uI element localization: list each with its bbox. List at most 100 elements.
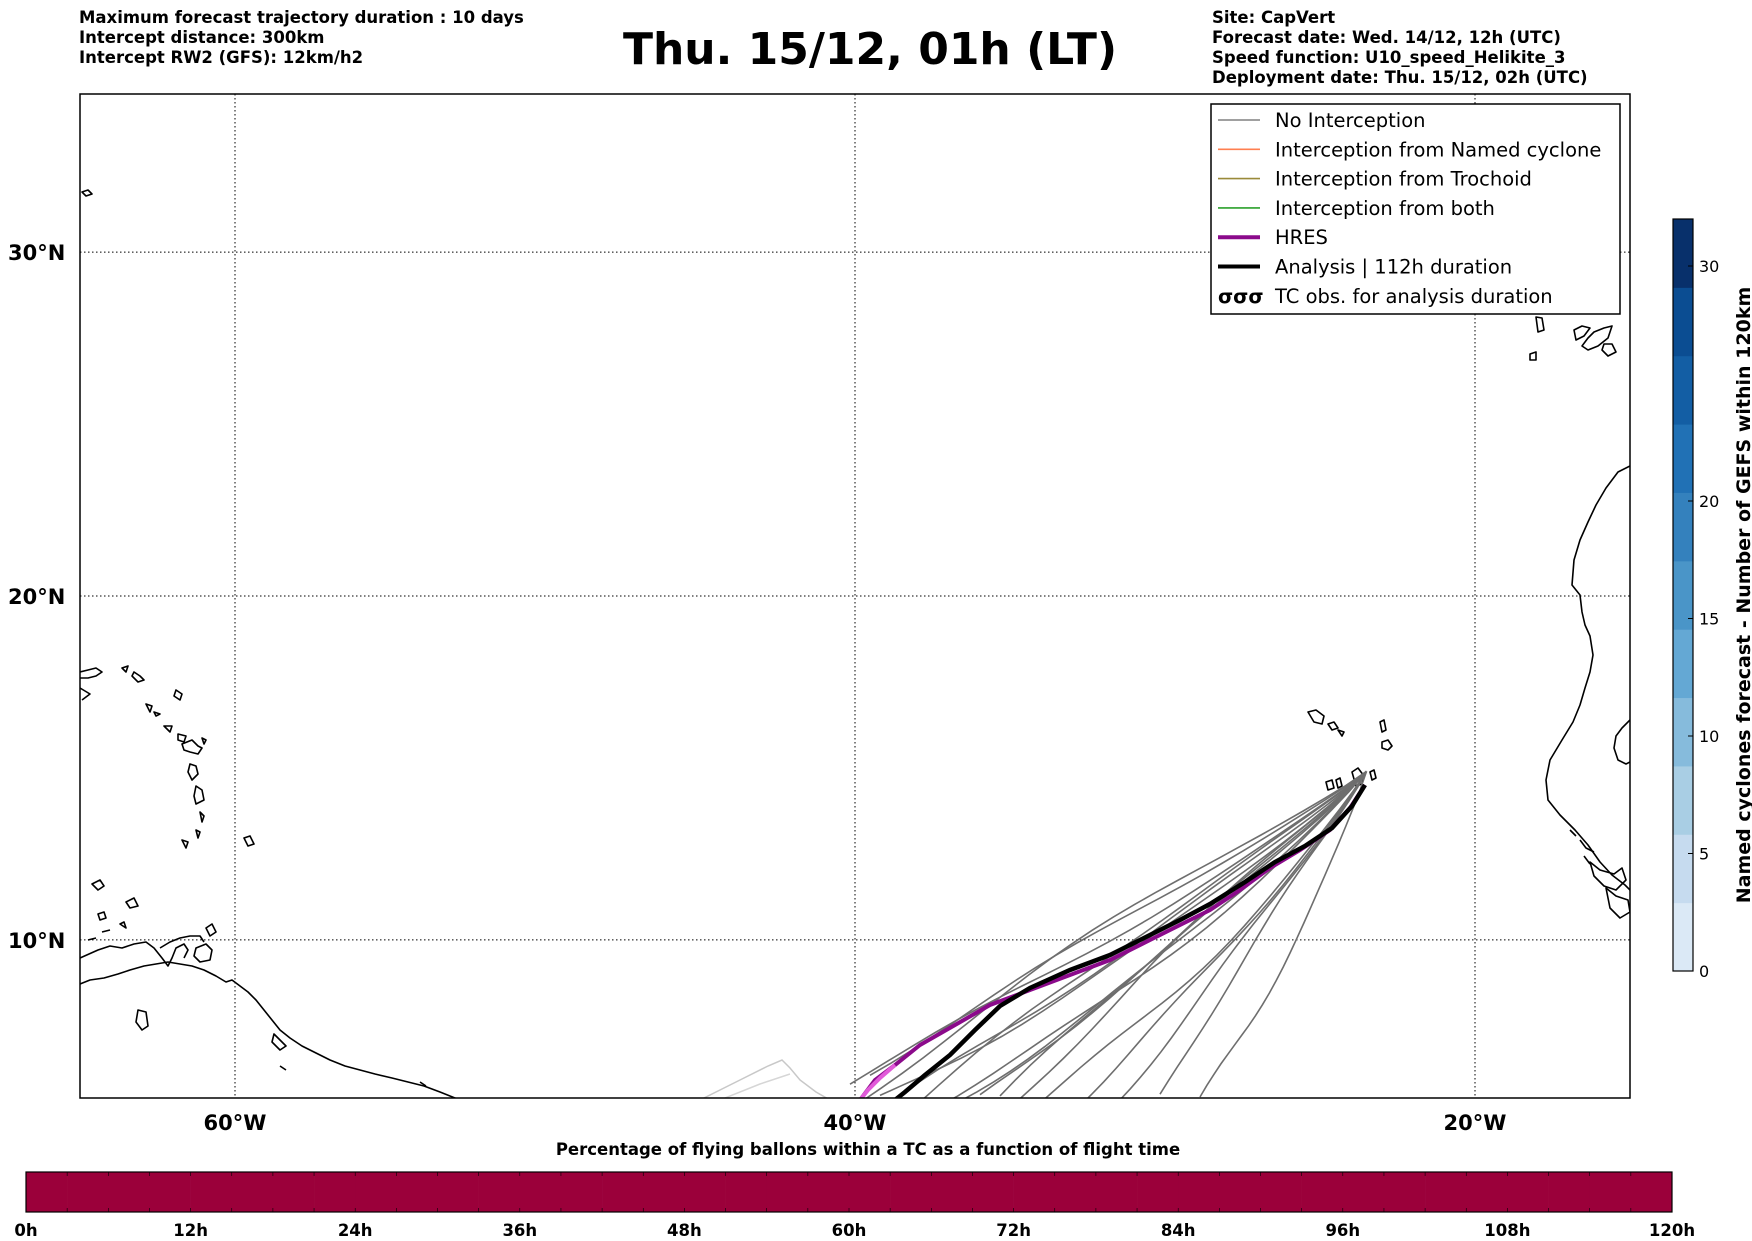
time-bar-segment	[26, 1172, 68, 1212]
time-bar-segment	[437, 1172, 479, 1212]
colorbar-segment	[1673, 629, 1693, 699]
legend: No Interception Interception from Named c…	[1210, 103, 1621, 315]
deployment-date-text: Deployment date: Thu. 15/12, 02h (UTC)	[1212, 68, 1588, 87]
coastline-guinea-islands-2	[1605, 887, 1630, 919]
map-border	[79, 93, 1631, 1099]
coastline-canary-islands	[1529, 316, 1617, 361]
coastline-grenada-tobago	[87, 879, 217, 941]
time-bar-segment	[1507, 1172, 1549, 1212]
time-bar-segment	[725, 1172, 767, 1212]
coastline-puerto-rico	[80, 667, 103, 679]
colorbar-tick-label: 5	[1699, 845, 1709, 864]
lat-label: 30°N	[8, 241, 65, 265]
coastline-bahamas-corner	[81, 189, 93, 197]
legend-item-label: Interception from Named cyclone	[1275, 138, 1601, 161]
colorbar-segment	[1673, 765, 1693, 835]
time-bar-segment	[1466, 1172, 1508, 1212]
coastline-puerto-rico-2	[80, 687, 91, 701]
time-bar-segment	[519, 1172, 562, 1212]
time-bar-segment	[149, 1172, 191, 1212]
axis-labels: 60°W 40°W 20°W 10°N 20°N 30°N	[8, 241, 1506, 1135]
time-bar-segment	[1013, 1172, 1056, 1212]
time-bar-tick-label: 60h	[832, 1221, 867, 1240]
trajectory-no-interception	[1044, 770, 1368, 1098]
time-bar-tick-label: 84h	[1161, 1221, 1196, 1240]
coastline-south-america	[80, 961, 458, 1098]
time-bar-segment	[1260, 1172, 1302, 1212]
lon-label: 20°W	[1444, 1111, 1507, 1135]
time-bar-segment	[972, 1172, 1014, 1212]
header-info-left: Maximum forecast trajectory duration : 1…	[79, 8, 524, 68]
trajectory-no-interception	[865, 770, 1367, 1098]
trajectory-no-interception	[923, 770, 1368, 1098]
colorbar-segment	[1673, 219, 1693, 288]
time-bar: Percentage of flying ballons within a TC…	[14, 1140, 1695, 1240]
colorbar-segment	[1673, 492, 1693, 562]
coastline-guinea-islands-3	[1569, 829, 1595, 865]
cyclone-colorbar-frame	[1672, 218, 1694, 972]
trajectory-hres-tail	[859, 1063, 897, 1098]
time-bar-segment	[1219, 1172, 1261, 1212]
time-bar-segment	[849, 1172, 891, 1212]
coastline-africa	[1545, 465, 1630, 891]
colorbar-segment	[1673, 902, 1693, 972]
time-bar-segment	[396, 1172, 438, 1212]
time-bar-tick-label: 0h	[14, 1221, 37, 1240]
coastline-trinidad	[193, 943, 213, 963]
lat-label: 10°N	[8, 929, 65, 953]
trajectory-no-interception	[1019, 770, 1368, 1098]
time-bar-segment	[190, 1172, 233, 1212]
colorbar-tick-label: 15	[1699, 610, 1719, 629]
time-bar-frame	[25, 1171, 1673, 1213]
coastline-gulf-paria	[159, 935, 205, 949]
trajectory-analysis	[893, 783, 1367, 1098]
time-bar-tick-label: 12h	[173, 1221, 208, 1240]
coastline-lesser-antilles	[163, 725, 255, 849]
time-bar-segment	[1054, 1172, 1097, 1212]
time-bar-segment	[560, 1172, 603, 1212]
intercept-distance-text: Intercept distance: 300km	[79, 28, 325, 47]
site-text: Site: CapVert	[1212, 8, 1336, 27]
time-bar-segment	[602, 1172, 644, 1212]
forecast-date-text: Forecast date: Wed. 14/12, 12h (UTC)	[1212, 28, 1561, 47]
colorbar-tick-label: 0	[1699, 962, 1709, 981]
time-bar-tick-label: 36h	[502, 1221, 537, 1240]
coastline-guinea-islands	[1589, 861, 1627, 891]
time-bar-tick-label: 96h	[1325, 1221, 1360, 1240]
trajectory-no-interception	[869, 770, 1367, 1076]
time-bar-segment	[807, 1172, 850, 1212]
time-bar-segment	[643, 1172, 685, 1212]
colorbar-segment	[1673, 355, 1693, 425]
time-bar-segment	[1383, 1172, 1426, 1212]
lat-label: 20°N	[8, 585, 65, 609]
colorbar-segment	[1673, 834, 1693, 904]
time-bar-segment	[684, 1172, 726, 1212]
header-info-right: Site: CapVert Forecast date: Wed. 14/12,…	[1212, 8, 1588, 88]
time-bar-segment	[1589, 1172, 1632, 1212]
time-bar-segment	[272, 1172, 315, 1212]
legend-item-label: Analysis | 112h duration	[1275, 256, 1512, 279]
cyclone-symbol-icon: σσσ	[1218, 285, 1264, 308]
time-bar-tick-label: 48h	[667, 1221, 702, 1240]
trajectory-faint	[702, 1059, 829, 1098]
trajectory-faint	[722, 1073, 791, 1098]
trajectory-no-interception	[952, 770, 1368, 1098]
time-bar-segment	[67, 1172, 109, 1212]
lon-label: 40°W	[824, 1111, 887, 1135]
speed-function-text: Speed function: U10_speed_Helikite_3	[1212, 48, 1566, 67]
time-bar-segment	[766, 1172, 809, 1212]
lon-label: 60°W	[204, 1111, 267, 1135]
time-bar-tick-label: 24h	[338, 1221, 373, 1240]
colorbar-tick-label: 30	[1699, 257, 1719, 276]
trajectory-layer	[702, 770, 1368, 1098]
page-title: Thu. 15/12, 01h (LT)	[622, 24, 1118, 75]
coastline-africa-inlet	[1613, 719, 1630, 765]
legend-item-label: HRES	[1275, 226, 1328, 249]
time-bar-segment	[931, 1172, 973, 1212]
time-bar-segment	[1630, 1172, 1673, 1212]
colorbar-tick-label: 20	[1699, 492, 1719, 511]
coastline-small-islands-sa	[135, 1009, 427, 1087]
colorbar-segment	[1673, 697, 1693, 767]
time-bar-segment	[1425, 1172, 1467, 1212]
